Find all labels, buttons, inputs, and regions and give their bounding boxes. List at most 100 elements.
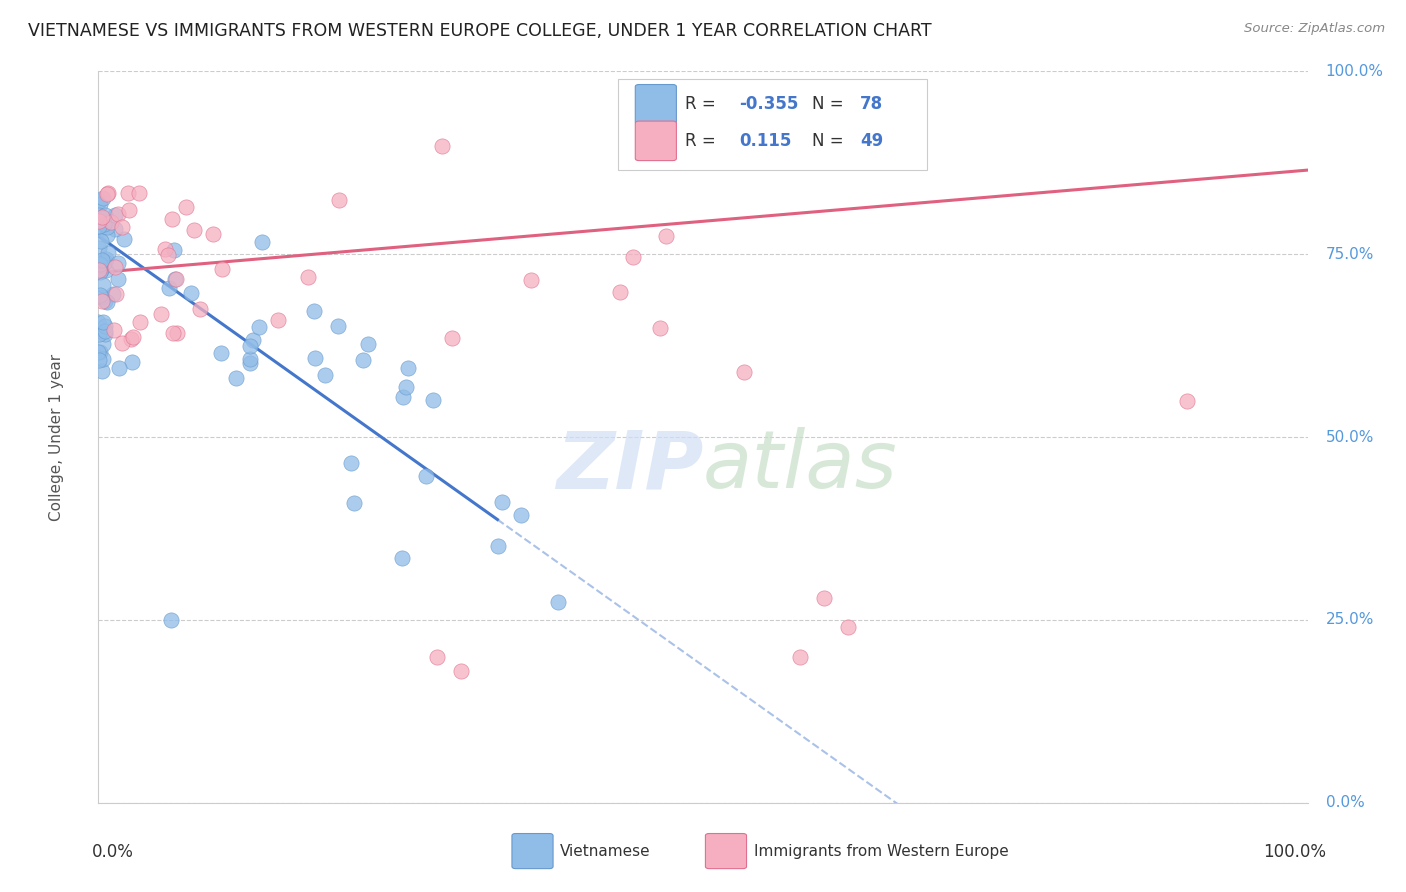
Point bbox=[242, 333, 264, 347]
Text: College, Under 1 year: College, Under 1 year bbox=[49, 353, 63, 521]
Point bbox=[87, 219, 110, 233]
Text: VIETNAMESE VS IMMIGRANTS FROM WESTERN EUROPE COLLEGE, UNDER 1 YEAR CORRELATION C: VIETNAMESE VS IMMIGRANTS FROM WESTERN EU… bbox=[28, 22, 932, 40]
Point bbox=[165, 271, 187, 285]
Point bbox=[422, 392, 444, 407]
Point bbox=[547, 595, 569, 609]
Point bbox=[162, 326, 184, 340]
Point bbox=[813, 591, 835, 605]
Point bbox=[160, 211, 183, 226]
Point bbox=[103, 323, 125, 337]
Point bbox=[314, 368, 336, 382]
Point bbox=[302, 303, 325, 318]
Text: Source: ZipAtlas.com: Source: ZipAtlas.com bbox=[1244, 22, 1385, 36]
Text: 100.0%: 100.0% bbox=[1326, 64, 1384, 78]
Point bbox=[266, 312, 288, 326]
FancyBboxPatch shape bbox=[706, 833, 747, 869]
Point bbox=[111, 336, 134, 351]
Point bbox=[89, 263, 111, 277]
Text: -0.355: -0.355 bbox=[740, 95, 799, 113]
Point bbox=[105, 287, 128, 301]
FancyBboxPatch shape bbox=[512, 833, 553, 869]
Point bbox=[89, 288, 111, 302]
Point bbox=[648, 321, 671, 335]
Point bbox=[91, 352, 114, 367]
Text: Immigrants from Western Europe: Immigrants from Western Europe bbox=[754, 844, 1008, 859]
Point bbox=[520, 273, 543, 287]
Point bbox=[391, 390, 413, 404]
Point bbox=[491, 495, 513, 509]
Point bbox=[97, 246, 120, 260]
Point bbox=[789, 649, 811, 664]
Point bbox=[89, 265, 111, 279]
Point bbox=[89, 197, 111, 211]
Point bbox=[87, 315, 110, 329]
Point bbox=[415, 469, 437, 483]
FancyBboxPatch shape bbox=[636, 121, 676, 161]
Point bbox=[91, 337, 114, 351]
Point bbox=[297, 270, 319, 285]
Point bbox=[89, 344, 111, 359]
Point bbox=[91, 293, 114, 308]
Point bbox=[94, 293, 117, 308]
Point bbox=[87, 345, 110, 359]
Point bbox=[87, 353, 110, 368]
Point bbox=[108, 361, 131, 376]
Point bbox=[247, 320, 270, 334]
Point bbox=[93, 255, 115, 269]
Point bbox=[128, 315, 150, 329]
Text: N =: N = bbox=[811, 95, 849, 113]
Point bbox=[96, 220, 118, 235]
Point bbox=[87, 214, 110, 228]
Text: R =: R = bbox=[685, 95, 721, 113]
Point bbox=[340, 456, 363, 470]
Point bbox=[104, 208, 127, 222]
Point bbox=[94, 318, 117, 333]
Point bbox=[209, 346, 232, 360]
Point bbox=[486, 540, 509, 554]
Point bbox=[395, 380, 418, 394]
Point bbox=[391, 551, 413, 566]
Point bbox=[87, 208, 110, 222]
Point bbox=[183, 222, 205, 236]
Point bbox=[328, 193, 350, 207]
Point bbox=[89, 222, 111, 236]
Text: 0.0%: 0.0% bbox=[1326, 796, 1364, 810]
Point bbox=[91, 253, 114, 268]
Point bbox=[89, 256, 111, 270]
Point bbox=[91, 277, 114, 292]
Point bbox=[510, 508, 533, 522]
Point bbox=[157, 280, 180, 294]
Text: R =: R = bbox=[685, 132, 721, 150]
Point bbox=[104, 222, 127, 236]
Text: 50.0%: 50.0% bbox=[1326, 430, 1374, 444]
Point bbox=[87, 241, 110, 255]
Point bbox=[1175, 393, 1198, 408]
Point bbox=[91, 210, 114, 224]
Point bbox=[96, 294, 118, 309]
Point bbox=[91, 315, 114, 329]
Point bbox=[96, 186, 118, 201]
Point bbox=[239, 351, 262, 366]
Point bbox=[94, 324, 117, 338]
Point bbox=[97, 186, 120, 201]
Point bbox=[121, 355, 143, 369]
Point bbox=[825, 87, 848, 101]
Point bbox=[93, 326, 115, 341]
Point bbox=[166, 326, 188, 341]
Text: 25.0%: 25.0% bbox=[1326, 613, 1374, 627]
Point bbox=[96, 227, 118, 242]
Point bbox=[180, 285, 202, 300]
Point bbox=[250, 235, 273, 250]
Point bbox=[165, 272, 187, 286]
FancyBboxPatch shape bbox=[619, 78, 927, 170]
Point bbox=[101, 287, 124, 301]
Point bbox=[654, 228, 676, 243]
Point bbox=[96, 252, 118, 266]
Point bbox=[90, 262, 112, 277]
Point bbox=[357, 337, 380, 351]
Point bbox=[450, 664, 472, 678]
Point bbox=[160, 613, 183, 627]
Point bbox=[201, 227, 224, 242]
Point bbox=[122, 329, 145, 343]
Text: 0.0%: 0.0% bbox=[93, 843, 134, 861]
